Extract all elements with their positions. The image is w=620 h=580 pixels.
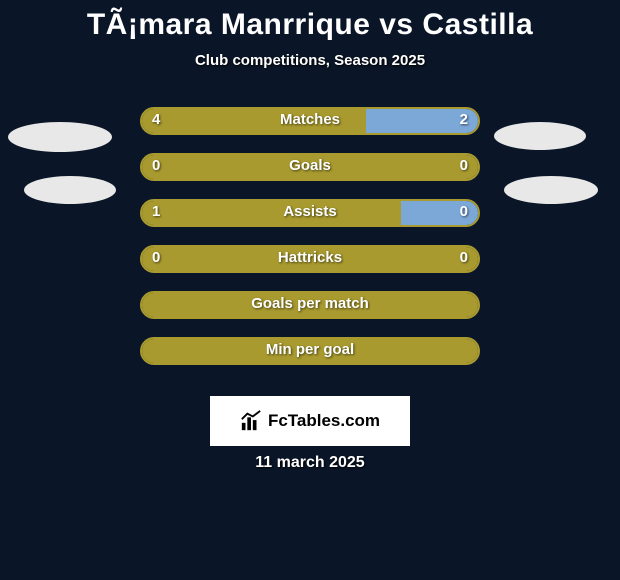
placeholder-ellipse [494,122,586,150]
placeholder-ellipse [8,122,112,152]
stat-label: Goals per match [0,291,620,317]
stat-label: Min per goal [0,337,620,363]
placeholder-ellipse [24,176,116,204]
page-title: TÃ¡mara Manrrique vs Castilla [0,0,620,42]
subtitle: Club competitions, Season 2025 [0,52,620,69]
stat-label: Goals [0,153,620,179]
stat-row: Min per goal [0,337,620,365]
logo-text: FcTables.com [268,411,380,431]
stat-label: Hattricks [0,245,620,271]
date-label: 11 march 2025 [0,454,620,472]
placeholder-ellipse [504,176,598,204]
stat-label: Assists [0,199,620,225]
stat-row: 00Hattricks [0,245,620,273]
stat-row: 10Assists [0,199,620,227]
fctables-logo-box: FcTables.com [210,396,410,446]
stat-row: Goals per match [0,291,620,319]
chart-icon [240,410,262,432]
